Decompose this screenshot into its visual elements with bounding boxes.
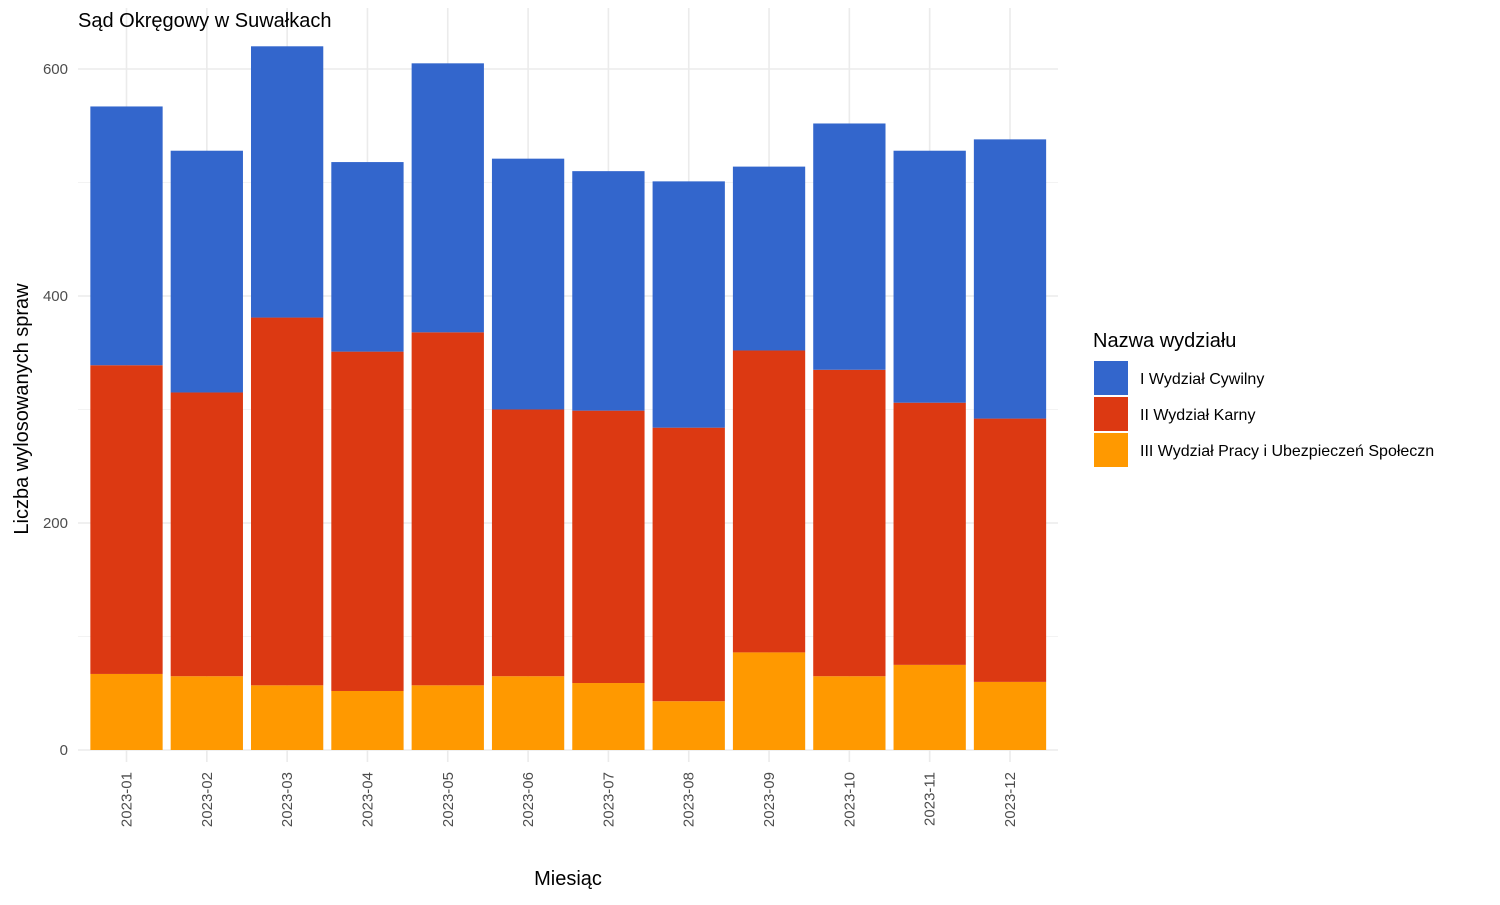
bar-segment: 2023-09 — I Wydział Cywilny: 162 xyxy=(732,166,806,351)
bar-segment: 2023-03 — II Wydział Karny: 324 xyxy=(250,317,324,686)
y-axis-title: Liczba wylosowanych spraw xyxy=(11,283,33,535)
bar-segment: 2023-08 — II Wydział Karny: 241 xyxy=(652,427,725,702)
bar-segment: 2023-03 — III Wydział Pracy i Ubezpiecze… xyxy=(250,685,324,750)
bar-segment: 2023-07 — I Wydział Cywilny: 211 xyxy=(572,171,645,411)
bar-segment: 2023-04 — I Wydział Cywilny: 167 xyxy=(331,162,404,352)
bar-segment: 2023-05 — II Wydział Karny: 311 xyxy=(411,332,484,686)
x-tick-label: 2023-06 xyxy=(520,772,537,827)
legend: Nazwa wydziału I Wydział Cywilny II Wydzi… xyxy=(1093,330,1434,467)
bar-segment: 2023-02 — III Wydział Pracy i Ubezpiecze… xyxy=(170,676,243,750)
x-tick-label: 2023-10 xyxy=(841,772,858,827)
x-tick-label: 2023-11 xyxy=(922,772,939,826)
x-tick-label: 2023-03 xyxy=(279,772,296,827)
bar-segment: 2023-01 — III Wydział Pracy i Ubezpiecze… xyxy=(90,673,163,750)
chart-title: Sąd Okręgowy w Suwałkach xyxy=(78,10,331,32)
y-tick-label: 400 xyxy=(43,288,68,305)
x-axis-title: Miesiąc xyxy=(534,868,602,890)
x-tick-label: 2023-04 xyxy=(359,772,376,827)
bar-segment: 2023-09 — II Wydział Karny: 266 xyxy=(732,350,806,653)
bar-segment: 2023-02 — II Wydział Karny: 250 xyxy=(170,392,243,677)
bar-segment: 2023-06 — I Wydział Cywilny: 221 xyxy=(491,158,565,410)
legend-label: II Wydział Karny xyxy=(1140,407,1255,424)
bar-segment: 2023-01 — II Wydział Karny: 272 xyxy=(90,365,163,674)
y-tick-label: 0 xyxy=(60,742,68,759)
x-tick-label: 2023-08 xyxy=(681,772,698,827)
bar-segment: 2023-02 — I Wydział Cywilny: 213 xyxy=(170,150,243,393)
bar-segment: 2023-04 — II Wydział Karny: 299 xyxy=(331,351,404,691)
x-tick-label: 2023-09 xyxy=(761,772,778,827)
x-tick-label: 2023-07 xyxy=(600,772,617,827)
y-tick-label: 600 xyxy=(43,61,68,78)
bar-segment: 2023-08 — III Wydział Pracy i Ubezpiecze… xyxy=(652,701,725,750)
bar-segment: 2023-04 — III Wydział Pracy i Ubezpiecze… xyxy=(331,690,404,750)
legend-title: Nazwa wydziału xyxy=(1093,330,1236,352)
legend-label: III Wydział Pracy i Ubezpieczeń Społeczn xyxy=(1140,443,1434,460)
bar-segment: 2023-11 — III Wydział Pracy i Ubezpiecze… xyxy=(893,664,966,750)
legend-key xyxy=(1094,433,1128,467)
bar-segment: 2023-06 — II Wydział Karny: 235 xyxy=(491,409,565,677)
bar-segment: 2023-05 — I Wydział Cywilny: 237 xyxy=(411,63,484,333)
x-tick-label: 2023-02 xyxy=(199,772,216,827)
x-tick-label: 2023-05 xyxy=(440,772,457,827)
y-tick-label: 200 xyxy=(43,515,68,532)
x-tick-label: 2023-12 xyxy=(1002,772,1019,827)
bar-segment: 2023-06 — III Wydział Pracy i Ubezpiecze… xyxy=(491,676,565,750)
legend-label: I Wydział Cywilny xyxy=(1140,371,1264,388)
bar-segment: 2023-07 — III Wydział Pracy i Ubezpiecze… xyxy=(572,683,645,750)
bar-segment: 2023-12 — I Wydział Cywilny: 246 xyxy=(973,139,1047,419)
bar-segment: 2023-07 — II Wydział Karny: 240 xyxy=(572,410,645,684)
bar-segment: 2023-12 — II Wydział Karny: 232 xyxy=(973,418,1047,682)
axes: Sąd Okręgowy w Suwałkach Miesiąc Liczba … xyxy=(11,10,1019,890)
bar-segment: 2023-01 — I Wydział Cywilny: 228 xyxy=(90,106,163,366)
bar-segment: 2023-09 — III Wydział Pracy i Ubezpiecze… xyxy=(732,652,806,750)
bar-segment: 2023-10 — II Wydział Karny: 270 xyxy=(813,369,886,677)
legend-key xyxy=(1094,397,1128,431)
x-tick-label: 2023-01 xyxy=(119,772,136,827)
legend-key xyxy=(1094,361,1128,395)
bar-segment: 2023-03 — I Wydział Cywilny: 239 xyxy=(250,46,324,318)
bar-segment: 2023-08 — I Wydział Cywilny: 217 xyxy=(652,181,725,428)
bar-segment: 2023-10 — III Wydział Pracy i Ubezpiecze… xyxy=(813,676,886,750)
bar-segment: 2023-11 — I Wydział Cywilny: 222 xyxy=(893,150,966,403)
bars: 2023-01 — III Wydział Pracy i Ubezpiecze… xyxy=(90,46,1047,750)
bar-segment: 2023-10 — I Wydział Cywilny: 217 xyxy=(813,123,886,370)
bar-segment: 2023-11 — II Wydział Karny: 231 xyxy=(893,402,966,665)
bar-segment: 2023-05 — III Wydział Pracy i Ubezpiecze… xyxy=(411,685,484,750)
bar-segment: 2023-12 — III Wydział Pracy i Ubezpiecze… xyxy=(973,681,1047,750)
